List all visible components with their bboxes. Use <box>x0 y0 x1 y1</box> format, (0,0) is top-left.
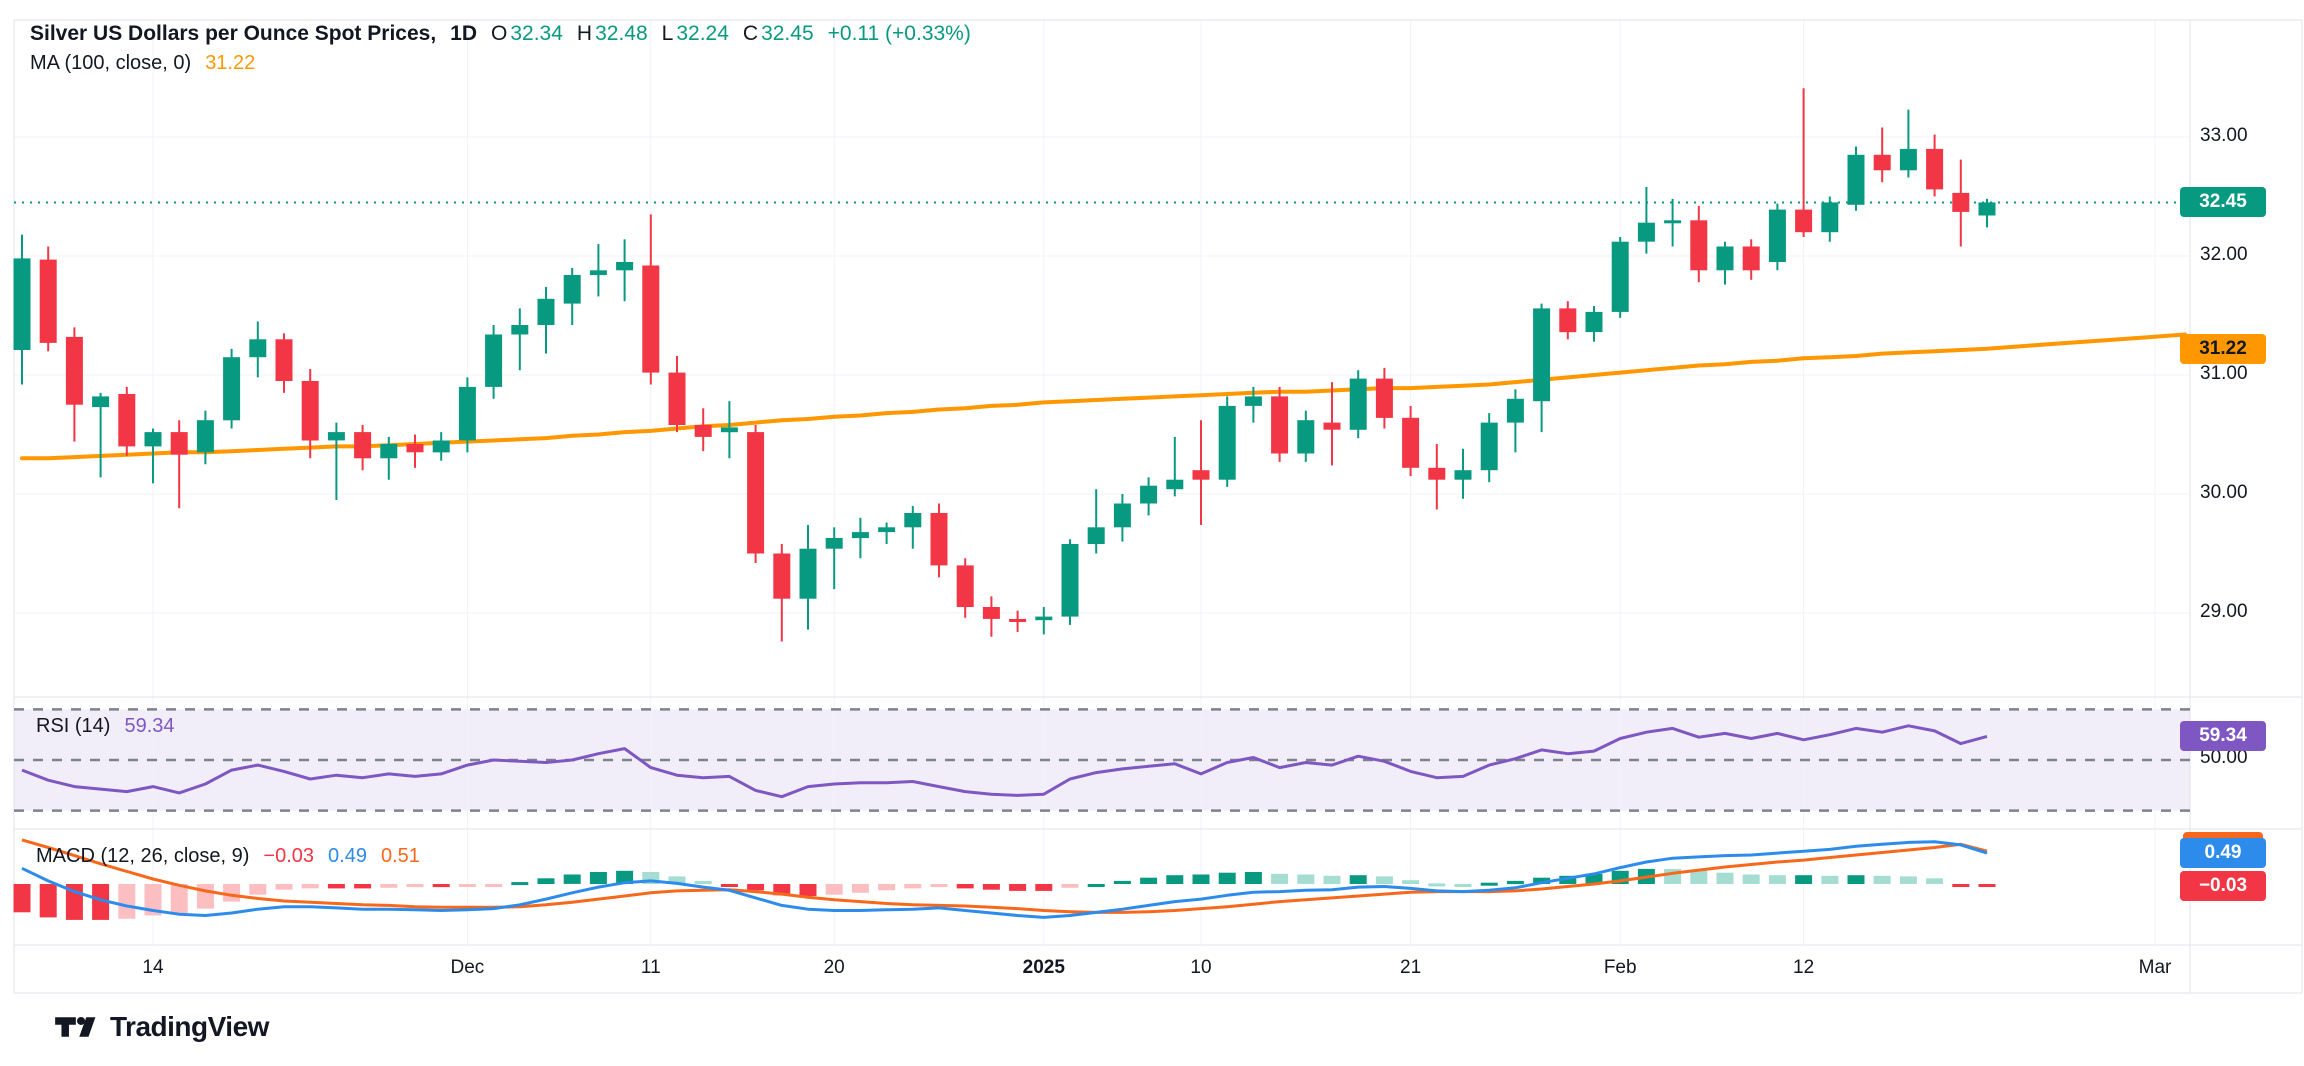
ohlc-low: L 32.24 <box>661 22 729 45</box>
ohlc-high: H 32.48 <box>576 22 648 45</box>
time-axis-label: 21 <box>1400 957 1422 978</box>
macd-histogram <box>13 868 1996 920</box>
time-axis-label: Mar <box>2138 957 2172 978</box>
price-tick-label: 32.00 <box>2200 244 2248 265</box>
candlestick-series <box>13 88 1996 642</box>
price-tick-label: 31.00 <box>2200 363 2248 384</box>
macd-legend[interactable]: MACD (12, 26, close, 9) −0.03 0.49 0.51 <box>36 845 420 868</box>
ohlc-close: C 32.45 <box>742 22 814 45</box>
macd-value-badge: 0.49 <box>2180 838 2266 869</box>
ma-value: 31.22 <box>205 52 256 74</box>
tradingview-logo-icon <box>55 1016 96 1037</box>
ma-label: MA (100, close, 0) <box>30 52 192 74</box>
macd-signal-line <box>21 838 1988 914</box>
timeframe-label: 1D <box>450 22 478 45</box>
time-axis-label: 14 <box>142 957 164 978</box>
rsi-mid-level-label: 50.00 <box>2200 747 2248 768</box>
rsi-value: 59.34 <box>124 715 175 737</box>
rsi-value-badge: 59.34 <box>2180 721 2266 752</box>
time-axis-label: 12 <box>1793 957 1815 978</box>
macd-hist-value: −0.03 <box>263 845 315 867</box>
macd-line-value: 0.49 <box>328 845 367 867</box>
symbol-title: Silver US Dollars per Ounce Spot Prices, <box>30 22 437 45</box>
chart-legend-ma[interactable]: MA (100, close, 0) 31.22 <box>30 52 255 75</box>
time-axis-label: 2025 <box>1022 957 1065 978</box>
ma-value-badge: 31.22 <box>2180 333 2266 364</box>
time-axis-label: 20 <box>823 957 845 978</box>
time-axis-label: 10 <box>1190 957 1212 978</box>
tradingview-logo-text: TradingView <box>110 1011 269 1042</box>
tradingview-logo[interactable]: TradingView <box>54 1007 269 1047</box>
macd-signal-value: 0.51 <box>380 845 420 867</box>
close-price-badge: 32.45 <box>2180 187 2266 218</box>
rsi-line <box>21 724 1988 799</box>
change-value: +0.11 (+0.33%) <box>827 22 971 45</box>
macd-label: MACD (12, 26, close, 9) <box>36 845 250 867</box>
time-axis-label: Feb <box>1603 957 1637 978</box>
macd-histogram-badge: −0.03 <box>2180 870 2266 901</box>
ma-line <box>20 332 2187 461</box>
price-tick-label: 30.00 <box>2200 482 2248 503</box>
time-axis-label: Dec <box>450 957 485 978</box>
ohlc-open: O 32.34 <box>491 22 563 45</box>
chart-legend-main[interactable]: Silver US Dollars per Ounce Spot Prices,… <box>30 22 971 46</box>
rsi-levels <box>14 708 2190 812</box>
rsi-label: RSI (14) <box>36 715 111 737</box>
rsi-legend[interactable]: RSI (14) 59.34 <box>36 715 175 738</box>
price-tick-label: 29.00 <box>2200 601 2248 622</box>
pane-borders <box>13 19 2303 994</box>
macd-line <box>21 840 1988 919</box>
price-tick-label: 33.00 <box>2200 125 2248 146</box>
time-axis-label: 11 <box>640 957 661 978</box>
